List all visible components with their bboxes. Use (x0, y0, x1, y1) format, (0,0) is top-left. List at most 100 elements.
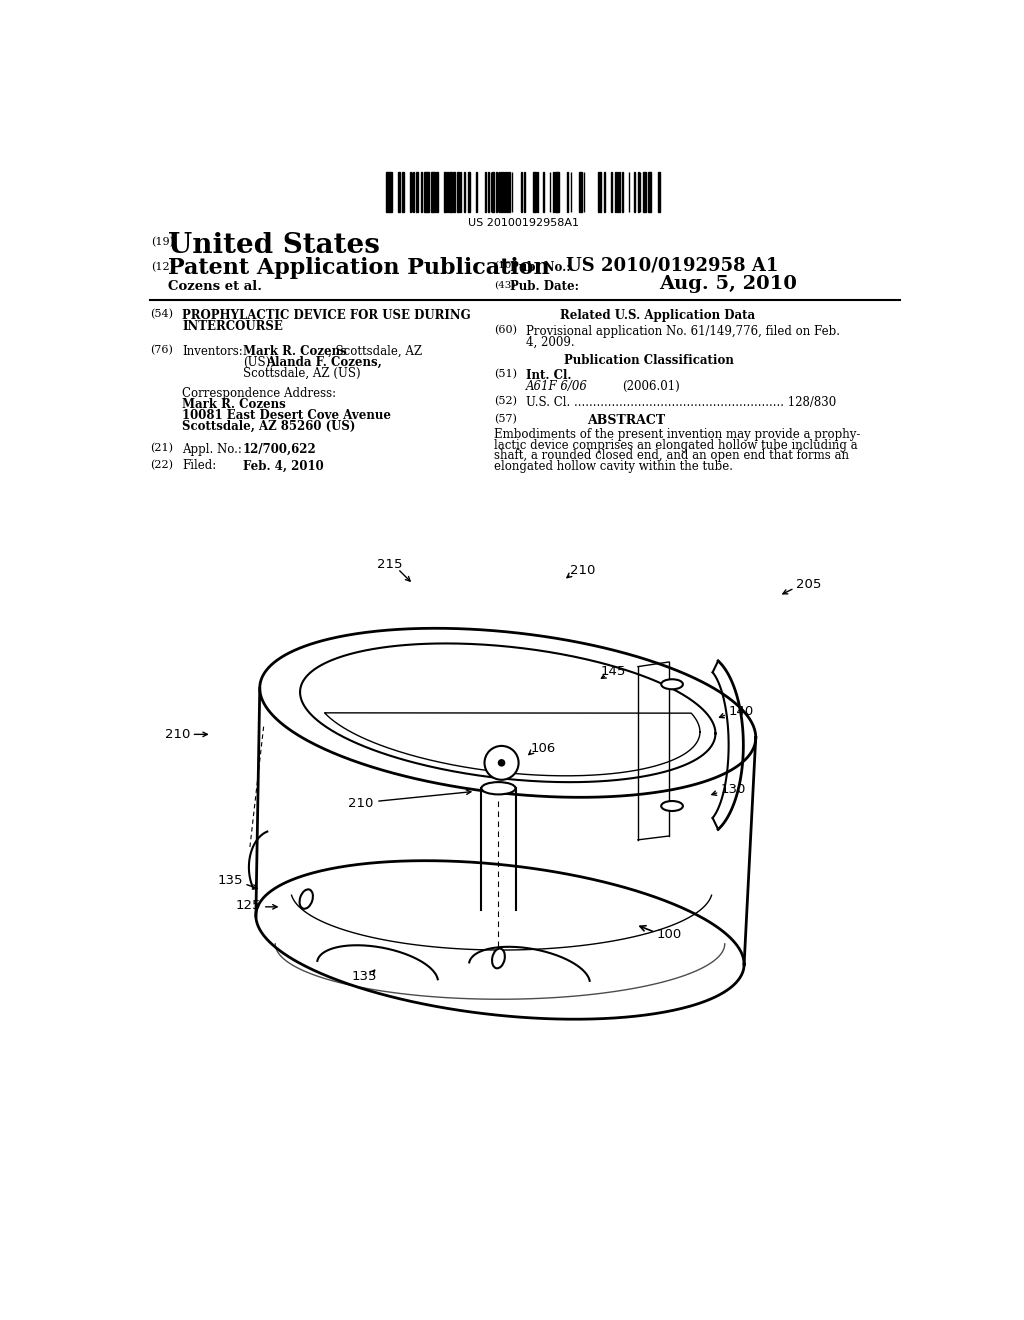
Bar (557, 172, 559, 213)
Text: U.S. Cl. ........................................................ 128/830: U.S. Cl. ...............................… (526, 396, 837, 409)
Text: Feb. 4, 2010: Feb. 4, 2010 (243, 459, 324, 473)
Text: 215: 215 (377, 558, 402, 572)
Text: Appl. No.:: Appl. No.: (182, 442, 242, 455)
Ellipse shape (493, 949, 505, 969)
Text: United States: United States (168, 232, 380, 259)
Text: (12): (12) (152, 261, 174, 272)
Ellipse shape (662, 680, 683, 689)
Bar (386, 172, 388, 213)
Text: (19): (19) (152, 238, 174, 247)
Text: Embodiments of the present invention may provide a prophy-: Embodiments of the present invention may… (494, 428, 860, 441)
Text: Correspondence Address:: Correspondence Address: (182, 387, 336, 400)
Text: 140: 140 (729, 705, 754, 718)
Bar (618, 172, 621, 213)
Ellipse shape (662, 801, 683, 810)
Bar (484, 172, 486, 213)
Text: (57): (57) (494, 414, 517, 424)
Text: Alanda F. Cozens,: Alanda F. Cozens, (266, 355, 382, 368)
Bar (643, 172, 646, 213)
Text: 135: 135 (351, 970, 377, 982)
Text: Scottsdale, AZ (US): Scottsdale, AZ (US) (243, 367, 360, 379)
Text: Aug. 5, 2010: Aug. 5, 2010 (658, 276, 797, 293)
Text: Pub. No.:: Pub. No.: (510, 261, 570, 273)
Text: (52): (52) (494, 396, 517, 405)
Bar (433, 172, 435, 213)
Bar (598, 172, 601, 213)
Bar (468, 172, 470, 213)
Text: 135: 135 (217, 874, 243, 887)
Bar (534, 172, 536, 213)
Text: 10081 East Desert Cove Avenue: 10081 East Desert Cove Avenue (182, 409, 391, 421)
Text: US 20100192958A1: US 20100192958A1 (468, 218, 579, 228)
Text: PROPHYLACTIC DEVICE FOR USE DURING: PROPHYLACTIC DEVICE FOR USE DURING (182, 309, 471, 322)
Text: (51): (51) (494, 370, 517, 380)
Text: (54): (54) (150, 309, 173, 319)
Text: Pub. Date:: Pub. Date: (510, 280, 580, 293)
Bar (446, 172, 449, 213)
Text: Scottsdale, AZ 85260 (US): Scottsdale, AZ 85260 (US) (182, 420, 355, 433)
Text: Inventors:: Inventors: (182, 345, 243, 358)
Bar (555, 172, 557, 213)
Text: shaft, a rounded closed end, and an open end that forms an: shaft, a rounded closed end, and an open… (494, 449, 849, 462)
Bar (493, 172, 494, 213)
Text: elongated hollow cavity within the tube.: elongated hollow cavity within the tube. (494, 461, 733, 474)
Bar (509, 172, 510, 213)
Bar (648, 172, 649, 213)
Text: 100: 100 (656, 928, 682, 941)
Ellipse shape (300, 890, 313, 908)
Text: 125: 125 (236, 899, 261, 912)
Text: 210: 210 (348, 797, 373, 810)
Bar (444, 172, 445, 213)
Text: Provisional application No. 61/149,776, filed on Feb.: Provisional application No. 61/149,776, … (526, 325, 841, 338)
Bar (398, 172, 400, 213)
Circle shape (499, 760, 505, 766)
Bar (460, 172, 461, 213)
Text: Related U.S. Application Data: Related U.S. Application Data (560, 309, 755, 322)
Text: 145: 145 (601, 665, 626, 677)
Bar (417, 172, 418, 213)
Text: ABSTRACT: ABSTRACT (587, 414, 665, 428)
Text: lactic device comprises an elongated hollow tube including a: lactic device comprises an elongated hol… (494, 438, 857, 451)
Bar (436, 172, 438, 213)
Text: 210: 210 (165, 727, 190, 741)
Bar (521, 172, 522, 213)
Text: Publication Classification: Publication Classification (563, 354, 733, 367)
Bar (388, 172, 391, 213)
Text: (10): (10) (494, 261, 515, 269)
Ellipse shape (481, 781, 515, 795)
Text: (76): (76) (150, 345, 173, 355)
Text: 106: 106 (531, 742, 556, 755)
Text: (21): (21) (150, 442, 173, 453)
Bar (458, 172, 459, 213)
Bar (431, 172, 432, 213)
Bar (426, 172, 429, 213)
Text: 210: 210 (569, 564, 595, 577)
Text: 205: 205 (796, 578, 821, 591)
Text: (2006.01): (2006.01) (622, 380, 680, 393)
Bar (451, 172, 452, 213)
Bar (658, 172, 659, 213)
Text: 12/700,622: 12/700,622 (243, 442, 316, 455)
Text: Cozens et al.: Cozens et al. (168, 280, 262, 293)
Text: (US);: (US); (243, 355, 274, 368)
Text: , Scottsdale, AZ: , Scottsdale, AZ (328, 345, 422, 358)
Circle shape (484, 746, 518, 780)
Bar (401, 172, 403, 213)
Text: US 2010/0192958 A1: US 2010/0192958 A1 (566, 257, 778, 275)
Bar (553, 172, 554, 213)
Bar (453, 172, 455, 213)
Text: Patent Application Publication: Patent Application Publication (168, 257, 550, 279)
Bar (424, 172, 426, 213)
Text: Filed:: Filed: (182, 459, 216, 473)
Text: Mark R. Cozens: Mark R. Cozens (243, 345, 346, 358)
Text: 130: 130 (721, 783, 746, 796)
Bar (579, 172, 583, 213)
Text: INTERCOURSE: INTERCOURSE (182, 321, 283, 333)
Text: (43): (43) (494, 280, 515, 289)
Text: 4, 2009.: 4, 2009. (526, 335, 574, 348)
Bar (622, 172, 624, 213)
Text: Mark R. Cozens: Mark R. Cozens (182, 397, 286, 411)
Text: (22): (22) (150, 459, 173, 470)
Text: (60): (60) (494, 325, 517, 335)
Text: A61F 6/06: A61F 6/06 (526, 380, 588, 393)
